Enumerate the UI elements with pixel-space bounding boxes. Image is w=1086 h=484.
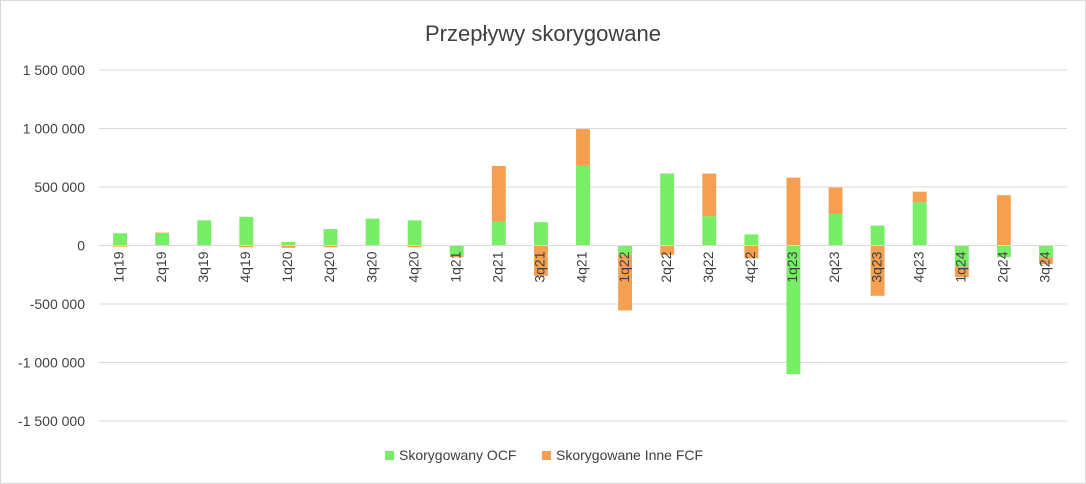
y-tick-label: 1 500 000 [23, 62, 85, 78]
bar-inne-fcf-4q22 [744, 245, 759, 259]
x-tick-label: 2q23 [826, 251, 842, 282]
x-tick-label: 1q22 [616, 251, 632, 282]
x-tick-label: 2q20 [321, 251, 337, 282]
y-tick-label: -500 000 [30, 296, 85, 312]
legend: Skorygowany OCF Skorygowane Inne FCF [385, 447, 703, 463]
bar-ocf-3q24 [1039, 245, 1053, 258]
bar-inne-fcf-1q22 [618, 254, 633, 311]
bar-ocf-1q19 [113, 233, 127, 246]
x-tick-label: 3q23 [868, 251, 884, 282]
bar-ocf-1q20 [281, 241, 296, 246]
bar-ocf-4q23 [912, 202, 927, 246]
bar-ocf-2q23 [828, 213, 843, 246]
bar-inne-fcf-3q22 [702, 173, 717, 217]
legend-label-inne-fcf: Skorygowane Inne FCF [556, 447, 703, 463]
bar-ocf-2q19 [155, 233, 170, 246]
x-tick-label: 1q24 [952, 251, 968, 282]
bar-inne-fcf-4q21 [576, 129, 590, 166]
x-tick-label: 4q23 [910, 251, 926, 282]
x-tick-label: 2q21 [490, 251, 506, 282]
y-tick-label: 1 000 000 [23, 121, 85, 137]
bar-inne-fcf-2q21 [491, 165, 506, 222]
bar-ocf-3q20 [365, 218, 380, 246]
chart-title: Przepływy skorygowane [425, 21, 661, 46]
bar-ocf-4q22 [744, 234, 759, 246]
bar-ocf-3q21 [533, 222, 548, 246]
bar-ocf-1q24 [954, 245, 969, 267]
x-tick-label: 2q19 [153, 251, 169, 282]
bar-inne-fcf-1q23 [786, 177, 801, 246]
x-tick-label: 3q24 [1037, 251, 1053, 282]
bar-ocf-1q22 [618, 245, 633, 255]
x-tick-label: 3q22 [700, 251, 716, 282]
bar-inne-fcf-3q23 [870, 245, 885, 296]
bar-inne-fcf-2q20 [323, 245, 338, 248]
x-tick-label: 4q22 [742, 251, 758, 282]
x-tick-label: 1q20 [279, 251, 295, 282]
bar-inne-fcf-2q24 [996, 195, 1011, 246]
bar-inne-fcf-1q19 [113, 245, 127, 247]
x-tick-label: 1q23 [784, 251, 800, 282]
y-tick-label: 0 [77, 238, 85, 254]
legend-swatch-ocf [385, 451, 394, 460]
x-tick-label: 3q19 [195, 251, 211, 282]
bar-ocf-4q19 [239, 216, 254, 246]
x-tick-label: 2q24 [995, 251, 1011, 282]
bar-inne-fcf-2q22 [660, 245, 675, 255]
x-tick-label: 4q21 [574, 251, 590, 282]
legend-label-ocf: Skorygowany OCF [399, 447, 516, 463]
x-tick-label: 4q20 [405, 251, 421, 282]
bar-inne-fcf-2q19 [155, 232, 170, 234]
y-tick-label: -1 500 000 [18, 413, 85, 429]
bar-ocf-3q23 [870, 225, 885, 246]
x-tick-label: 2q22 [658, 251, 674, 282]
bar-ocf-3q19 [197, 220, 212, 246]
bar-inne-fcf-2q23 [828, 187, 843, 214]
x-tick-label: 4q19 [237, 251, 253, 282]
bar-ocf-2q24 [996, 245, 1011, 258]
bar-inne-fcf-4q19 [239, 245, 254, 248]
bar-inne-fcf-4q23 [912, 191, 927, 203]
y-tick-label: -1 000 000 [18, 355, 85, 371]
x-axis-ticks: 1q19 2q19 3q19 4q19 1q20 2q20 3q20 4q20 1q21 2q21… [111, 251, 1053, 282]
x-tick-label: 1q19 [111, 251, 127, 282]
bar-inne-fcf-1q21 [449, 256, 464, 258]
y-axis-ticks: 1 500 000 1 000 000 500 000 0 -500 000 -1 000… [18, 62, 85, 429]
x-tick-label: 3q20 [363, 251, 379, 282]
bar-inne-fcf-3q21 [533, 245, 548, 276]
bar-inne-fcf-1q24 [954, 266, 969, 278]
bar-ocf-3q22 [702, 216, 717, 246]
bar-ocf-2q21 [491, 221, 506, 246]
bar-inne-fcf-1q20 [281, 245, 296, 248]
x-tick-label: 1q21 [447, 251, 463, 282]
bar-ocf-2q22 [660, 173, 675, 246]
bar-ocf-2q20 [323, 229, 338, 246]
bar-ocf-4q20 [407, 220, 422, 246]
bar-ocf-1q23 [786, 245, 801, 375]
y-tick-label: 500 000 [34, 179, 85, 195]
bars [113, 129, 1053, 375]
bar-ocf-4q21 [576, 165, 590, 246]
bar-inne-fcf-4q20 [407, 245, 422, 248]
bar-inne-fcf-3q24 [1039, 257, 1053, 265]
x-tick-label: 3q21 [532, 251, 548, 282]
legend-swatch-inne-fcf [542, 451, 551, 460]
bar-ocf-1q21 [449, 245, 464, 257]
